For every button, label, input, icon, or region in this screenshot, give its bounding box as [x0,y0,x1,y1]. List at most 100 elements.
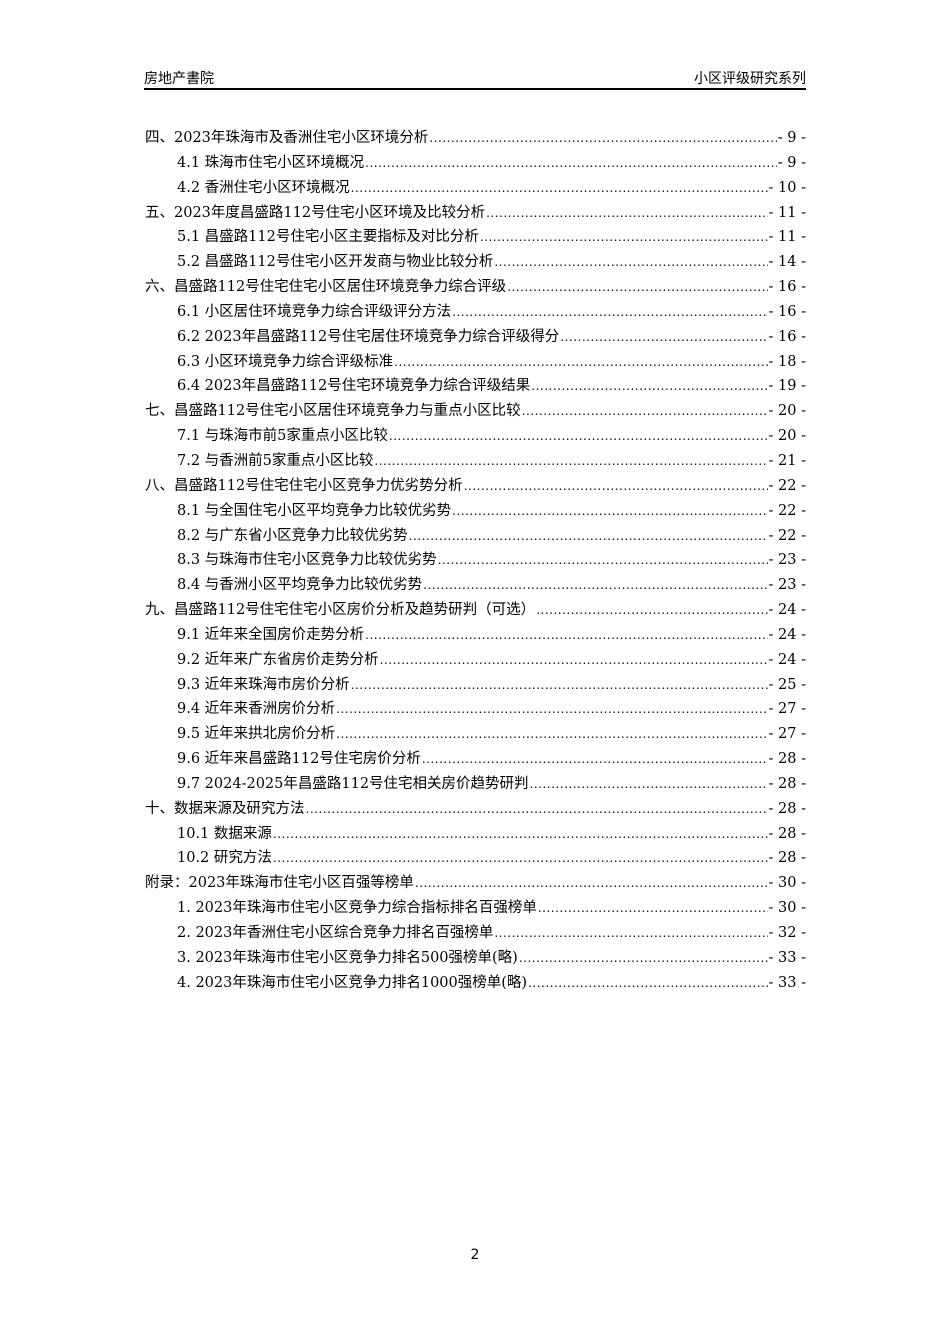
toc-entry-title: 4.2 香洲住宅小区环境概况 [177,179,350,196]
toc-dot-leader [365,151,777,176]
toc-entry-title: 4. 2023年珠海市住宅小区竞争力排名1000强榜单(略) [177,974,528,991]
page-header: 房地产書院 小区评级研究系列 [144,66,806,90]
toc-dot-leader [423,573,767,598]
toc-entry-title: 10.1 数据来源 [177,825,272,842]
header-left-title: 房地产書院 [144,71,214,87]
toc-chapter-entry[interactable]: 十、数据来源及研究方法 - 28 - [145,797,806,822]
header-right-title: 小区评级研究系列 [694,71,806,87]
toc-dot-leader [380,648,768,673]
toc-dot-leader [351,673,768,698]
toc-dot-leader [538,896,768,921]
toc-section-entry[interactable]: 9.3 近年来珠海市房价分析 - 25 - [145,673,806,698]
toc-section-entry[interactable]: 8.2 与广东省小区竞争力比较优劣势 - 22 - [145,524,806,549]
toc-entry-page: - 28 - [768,800,806,817]
toc-section-entry[interactable]: 9.7 2024-2025年昌盛路112号住宅相关房价趋势研判 - 28 - [145,772,806,797]
toc-section-entry[interactable]: 6.3 小区环境竞争力综合评级标准 - 18 - [145,350,806,375]
toc-section-entry[interactable]: 8.1 与全国住宅小区平均竞争力比较优劣势 - 22 - [145,499,806,524]
toc-entry-title: 九、昌盛路112号住宅住宅小区房价分析及趋势研判（可选） [145,602,536,619]
toc-entry-page: - 16 - [768,279,806,296]
toc-dot-leader [494,250,767,275]
toc-entry-title: 1. 2023年珠海市住宅小区竞争力综合指标排名百强榜单 [177,900,537,917]
toc-section-entry[interactable]: 10.2 研究方法 - 28 - [145,846,806,871]
toc-entry-page: - 27 - [768,701,806,718]
toc-section-entry[interactable]: 10.1 数据来源 - 28 - [145,822,806,847]
toc-section-entry[interactable]: 9.1 近年来全国房价走势分析 - 24 - [145,623,806,648]
toc-entry-title: 附录：2023年珠海市住宅小区百强等榜单 [145,875,414,892]
toc-chapter-entry[interactable]: 九、昌盛路112号住宅住宅小区房价分析及趋势研判（可选） - 24 - [145,598,806,623]
toc-dot-leader [452,300,767,325]
toc-section-entry[interactable]: 5.2 昌盛路112号住宅小区开发商与物业比较分析 - 14 - [145,250,806,275]
toc-entry-page: - 28 - [768,775,806,792]
toc-section-entry[interactable]: 9.5 近年来拱北房价分析 - 27 - [145,722,806,747]
toc-section-entry[interactable]: 7.2 与香洲前5家重点小区比较 - 21 - [145,449,806,474]
toc-section-entry[interactable]: 6.2 2023年昌盛路112号住宅居住环境竞争力综合评级得分 - 16 - [145,325,806,350]
toc-entry-page: - 22 - [768,502,806,519]
toc-section-entry[interactable]: 5.1 昌盛路112号住宅小区主要指标及对比分析 - 11 - [145,225,806,250]
toc-dot-leader [306,797,768,822]
toc-chapter-entry[interactable]: 七、昌盛路112号住宅小区居住环境竞争力与重点小区比较 - 20 - [145,399,806,424]
toc-dot-leader [273,846,768,871]
toc-dot-leader [273,822,768,847]
toc-dot-leader [528,971,767,996]
toc-chapter-entry[interactable]: 六、昌盛路112号住宅住宅小区居住环境竞争力综合评级 - 16 - [145,275,806,300]
toc-dot-leader [415,871,768,896]
table-of-contents: 四、2023年珠海市及香洲住宅小区环境分析- 9 -4.1 珠海市住宅小区环境概… [145,126,806,996]
toc-dot-leader [336,722,767,747]
toc-entry-title: 五、2023年度昌盛路112号住宅小区环境及比较分析 [145,204,486,221]
toc-dot-leader [464,474,768,499]
toc-entry-title: 9.6 近年来昌盛路112号住宅房价分析 [177,751,421,768]
toc-entry-page: - 22 - [768,527,806,544]
toc-section-entry[interactable]: 4. 2023年珠海市住宅小区竞争力排名1000强榜单(略) - 33 - [145,971,806,996]
toc-section-entry[interactable]: 4.2 香洲住宅小区环境概况 - 10 - [145,176,806,201]
toc-entry-page: - 24 - [768,602,806,619]
toc-dot-leader [394,350,767,375]
toc-section-entry[interactable]: 7.1 与珠海市前5家重点小区比较 - 20 - [145,424,806,449]
toc-entry-page: - 9 - [777,130,806,146]
toc-chapter-entry[interactable]: 四、2023年珠海市及香洲住宅小区环境分析 - 9 - [145,126,806,151]
toc-entry-page: - 21 - [768,452,806,469]
toc-entry-page: - 24 - [768,651,806,668]
toc-entry-title: 9.7 2024-2025年昌盛路112号住宅相关房价趋势研判 [177,775,529,792]
toc-dot-leader [519,946,768,971]
toc-entry-title: 9.5 近年来拱北房价分析 [177,726,336,743]
toc-entry-page: - 10 - [768,179,806,196]
toc-dot-leader [530,772,768,797]
toc-dot-leader [522,399,768,424]
toc-section-entry[interactable]: 6.4 2023年昌盛路112号住宅环境竞争力综合评级结果 - 19 - [145,374,806,399]
toc-section-entry[interactable]: 9.4 近年来香洲房价分析 - 27 - [145,697,806,722]
toc-chapter-entry[interactable]: 五、2023年度昌盛路112号住宅小区环境及比较分析 - 11 - [145,201,806,226]
toc-dot-leader [452,499,767,524]
toc-section-entry[interactable]: 1. 2023年珠海市住宅小区竞争力综合指标排名百强榜单 - 30 - [145,896,806,921]
toc-chapter-entry[interactable]: 八、昌盛路112号住宅住宅小区竞争力优劣势分析 - 22 - [145,474,806,499]
toc-entry-title: 10.2 研究方法 [177,850,272,867]
toc-chapter-entry[interactable]: 附录：2023年珠海市住宅小区百强等榜单 - 30 - [145,871,806,896]
toc-entry-page: - 20 - [768,428,806,445]
toc-section-entry[interactable]: 2. 2023年香洲住宅小区综合竞争力排名百强榜单 - 32 - [145,921,806,946]
toc-entry-title: 8.3 与珠海市住宅小区竞争力比较优劣势 [177,552,437,569]
toc-entry-title: 4.1 珠海市住宅小区环境概况 [177,154,365,171]
toc-dot-leader [409,524,768,549]
toc-section-entry[interactable]: 4.1 珠海市住宅小区环境概况 - 9 - [145,151,806,176]
toc-entry-title: 7.1 与珠海市前5家重点小区比较 [177,428,388,445]
toc-dot-leader [438,548,768,573]
toc-section-entry[interactable]: 3. 2023年珠海市住宅小区竞争力排名500强榜单(略) - 33 - [145,946,806,971]
toc-dot-leader [531,374,767,399]
toc-entry-title: 6.1 小区居住环境竞争力综合评级评分方法 [177,303,452,320]
toc-entry-page: - 22 - [768,477,806,494]
toc-section-entry[interactable]: 9.6 近年来昌盛路112号住宅房价分析 - 28 - [145,747,806,772]
toc-entry-page: - 30 - [768,875,806,892]
toc-entry-page: - 20 - [768,403,806,420]
toc-entry-page: - 27 - [768,726,806,743]
toc-section-entry[interactable]: 8.3 与珠海市住宅小区竞争力比较优劣势 - 23 - [145,548,806,573]
toc-entry-title: 3. 2023年珠海市住宅小区竞争力排名500强榜单(略) [177,949,518,966]
toc-section-entry[interactable]: 9.2 近年来广东省房价走势分析 - 24 - [145,648,806,673]
toc-entry-title: 9.2 近年来广东省房价走势分析 [177,651,379,668]
toc-section-entry[interactable]: 8.4 与香洲小区平均竞争力比较优劣势 - 23 - [145,573,806,598]
toc-entry-title: 八、昌盛路112号住宅住宅小区竞争力优劣势分析 [145,477,463,494]
toc-entry-page: - 24 - [768,626,806,643]
toc-entry-title: 6.4 2023年昌盛路112号住宅环境竞争力综合评级结果 [177,378,531,395]
toc-section-entry[interactable]: 6.1 小区居住环境竞争力综合评级评分方法 - 16 - [145,300,806,325]
toc-entry-title: 8.2 与广东省小区竞争力比较优劣势 [177,527,408,544]
toc-entry-title: 六、昌盛路112号住宅住宅小区居住环境竞争力综合评级 [145,279,507,296]
toc-dot-leader [507,275,767,300]
